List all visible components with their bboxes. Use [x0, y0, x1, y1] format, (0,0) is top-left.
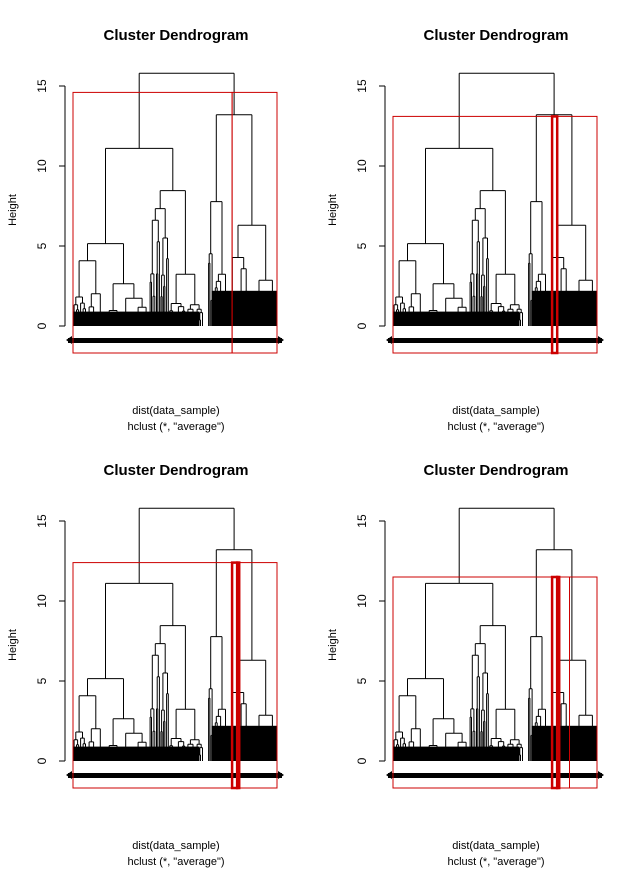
leaf-fringe-left [393, 746, 520, 761]
leaf-labels-band [68, 338, 282, 343]
leaf-fringe-right [531, 290, 597, 326]
method-label: hclust (*, "average") [447, 856, 544, 868]
x-axis-label: dist(data_sample) [452, 405, 539, 417]
method-label: hclust (*, "average") [447, 421, 544, 433]
leaf-labels-end [66, 336, 72, 344]
y-axis-label: Height [7, 194, 19, 226]
x-axis-label: dist(data_sample) [132, 405, 219, 417]
leaf-fringe-right [211, 725, 277, 761]
y-tick-label: 10 [35, 159, 49, 173]
y-tick-label: 15 [355, 79, 369, 93]
y-tick-label: 15 [355, 514, 369, 528]
dendrogram-panel-3: Cluster Dendrogram Height dist(data_samp… [7, 462, 284, 868]
leaf-fringe-left [73, 311, 200, 326]
leaf-fringe-left [393, 311, 520, 326]
leaf-labels-end [278, 771, 284, 779]
panel-title: Cluster Dendrogram [103, 27, 248, 44]
dendrogram-branches [73, 72, 277, 326]
leaf-labels-end [386, 336, 392, 344]
dendrogram-branches [393, 507, 597, 761]
y-tick-label: 15 [35, 79, 49, 93]
leaf-fringe-right [211, 290, 277, 326]
y-tick-label: 15 [35, 514, 49, 528]
x-axis-label: dist(data_sample) [132, 840, 219, 852]
y-tick-label: 10 [355, 159, 369, 173]
method-label: hclust (*, "average") [127, 421, 224, 433]
plot-area: 0 5 10 15 [355, 507, 604, 790]
y-tick-label: 0 [355, 757, 369, 764]
y-tick-label: 5 [355, 242, 369, 249]
plot-area: 0 5 10 15 [35, 507, 284, 790]
cluster-rect-5 [569, 576, 598, 789]
dendrogram-panel-2: Cluster Dendrogram Height dist(data_samp… [327, 27, 604, 433]
leaf-labels-band [68, 773, 282, 778]
leaf-labels-band [388, 338, 602, 343]
cluster-rect-3 [556, 115, 598, 354]
panel-title: Cluster Dendrogram [103, 462, 248, 479]
y-tick-label: 0 [35, 322, 49, 329]
y-axis-label: Height [327, 194, 339, 226]
cluster-rect-4 [238, 562, 278, 789]
leaf-labels-end [598, 336, 604, 344]
leaf-labels-end [386, 771, 392, 779]
panel-title: Cluster Dendrogram [423, 462, 568, 479]
leaf-fringe-left [73, 746, 200, 761]
y-tick-label: 10 [35, 594, 49, 608]
y-tick-label: 5 [35, 242, 49, 249]
y-tick-label: 0 [355, 322, 369, 329]
y-tick-label: 10 [355, 594, 369, 608]
leaf-labels-end [66, 771, 72, 779]
dendrogram-panel-1: Cluster Dendrogram Height dist(data_samp… [7, 27, 284, 433]
plot-area: 0 5 10 15 [35, 72, 284, 354]
cluster-rect-2 [231, 91, 278, 354]
y-axis-label: Height [7, 629, 19, 661]
method-label: hclust (*, "average") [127, 856, 224, 868]
dendrogram-panel-4: Cluster Dendrogram Height dist(data_samp… [327, 462, 604, 868]
y-axis-label: Height [327, 629, 339, 661]
panel-title: Cluster Dendrogram [423, 27, 568, 44]
y-tick-label: 5 [355, 677, 369, 684]
plot-area: 0 5 10 15 [355, 72, 604, 355]
dendrogram-branches [73, 507, 277, 761]
leaf-fringe-right [531, 725, 597, 761]
dendrogram-branches [393, 72, 597, 326]
y-tick-label: 5 [35, 677, 49, 684]
y-tick-label: 0 [35, 757, 49, 764]
leaf-labels-band [388, 773, 602, 778]
leaf-labels-end [278, 336, 284, 344]
leaf-labels-end [598, 771, 604, 779]
x-axis-label: dist(data_sample) [452, 840, 539, 852]
